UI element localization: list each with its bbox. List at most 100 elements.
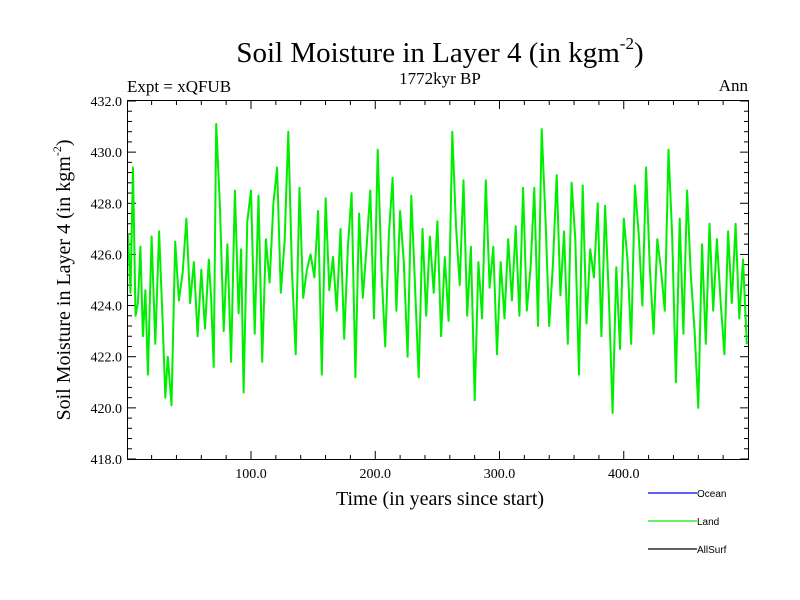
data-point xyxy=(682,333,685,335)
data-point xyxy=(137,302,139,304)
data-point xyxy=(306,269,308,271)
data-point xyxy=(204,328,206,330)
data-point xyxy=(162,325,164,327)
data-point xyxy=(649,266,651,268)
data-point xyxy=(164,397,166,399)
data-point xyxy=(604,205,606,207)
data-point xyxy=(589,248,591,250)
data-point xyxy=(347,246,349,248)
series-layer xyxy=(127,123,748,414)
data-point xyxy=(185,218,187,220)
data-point xyxy=(219,205,221,207)
data-point xyxy=(556,174,558,176)
data-point xyxy=(470,246,472,248)
data-point xyxy=(178,299,180,302)
data-point xyxy=(210,299,212,302)
data-point xyxy=(354,376,356,378)
data-point xyxy=(619,348,621,350)
data-point xyxy=(671,235,673,238)
data-point xyxy=(223,330,225,332)
data-point xyxy=(369,189,371,192)
data-point xyxy=(298,187,301,189)
chart-title-main: Soil Moisture in Layer 4 (in kgm xyxy=(236,37,620,69)
data-point xyxy=(388,233,390,235)
data-point xyxy=(265,238,267,240)
data-point xyxy=(626,258,629,261)
data-point xyxy=(563,230,565,232)
data-point xyxy=(705,343,707,345)
data-point xyxy=(690,274,692,276)
data-point xyxy=(496,353,498,355)
data-point xyxy=(170,404,173,406)
data-point xyxy=(362,297,364,299)
data-point xyxy=(615,266,617,268)
y-axis-label-superscript: -2 xyxy=(50,146,64,156)
data-point xyxy=(593,276,595,278)
data-point xyxy=(436,220,438,222)
data-point xyxy=(151,235,153,238)
data-point xyxy=(250,189,252,192)
data-point xyxy=(571,182,573,184)
data-point xyxy=(380,269,383,271)
data-point xyxy=(238,312,240,314)
data-point xyxy=(351,192,353,194)
data-point xyxy=(530,266,532,268)
legend-label-ocean: Ocean xyxy=(697,489,726,500)
data-point xyxy=(679,218,681,220)
data-point xyxy=(414,284,416,286)
data-point xyxy=(197,335,199,337)
data-point xyxy=(552,264,554,266)
data-point xyxy=(142,335,144,337)
data-point xyxy=(230,361,232,363)
data-point xyxy=(574,238,576,240)
data-point xyxy=(735,223,737,225)
data-point xyxy=(421,228,424,230)
data-point xyxy=(280,292,282,294)
data-point xyxy=(291,271,293,273)
data-point xyxy=(134,315,137,317)
data-point xyxy=(712,310,714,312)
data-point xyxy=(727,230,729,232)
data-point xyxy=(243,391,245,394)
x-tick-label: 400.0 xyxy=(608,467,640,482)
data-point xyxy=(541,128,543,130)
period-label: 1772kyr BP xyxy=(399,69,481,88)
data-point xyxy=(481,317,483,319)
y-axis-label-close: ) xyxy=(53,139,75,146)
data-point xyxy=(645,166,647,169)
data-point xyxy=(697,407,699,409)
y-tick-label: 426.0 xyxy=(91,248,123,263)
data-point xyxy=(302,297,304,299)
data-point xyxy=(240,248,242,250)
data-point xyxy=(686,189,688,192)
data-point xyxy=(310,253,312,255)
data-point xyxy=(174,241,176,243)
y-tick-label: 418.0 xyxy=(91,453,123,468)
data-point xyxy=(377,149,379,151)
data-point xyxy=(158,230,160,232)
data-point xyxy=(366,246,368,248)
data-point xyxy=(410,195,412,197)
x-tick-label: 200.0 xyxy=(360,467,392,482)
data-point xyxy=(694,330,696,332)
x-axis-ticks: 100.0 200.0 300.0 400.0 xyxy=(151,101,724,482)
data-point xyxy=(526,310,528,312)
data-point xyxy=(623,218,625,220)
data-point xyxy=(653,333,655,335)
data-point xyxy=(332,256,334,258)
data-point xyxy=(515,225,517,227)
data-point xyxy=(522,187,524,189)
data-point xyxy=(272,202,274,204)
data-point xyxy=(723,353,726,355)
data-point xyxy=(544,218,547,220)
data-point xyxy=(660,269,662,271)
x-tick-label: 300.0 xyxy=(484,467,516,482)
data-point xyxy=(638,233,640,235)
data-point xyxy=(444,256,446,258)
data-point xyxy=(675,381,677,383)
y-tick-label: 424.0 xyxy=(91,300,123,315)
legend-label-allsurf: AllSurf xyxy=(697,545,727,556)
data-point xyxy=(215,123,217,125)
data-point xyxy=(254,333,256,335)
y-tick-label: 422.0 xyxy=(91,351,123,366)
